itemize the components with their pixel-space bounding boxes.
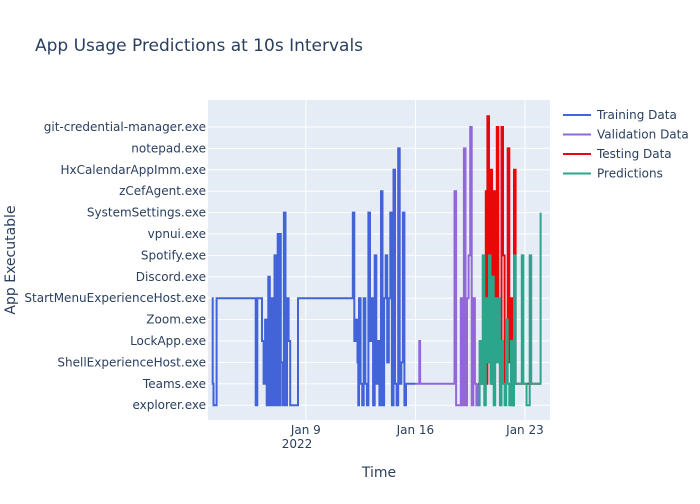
x-tick-label: Jan 9 (290, 423, 321, 437)
series-line-0 (211, 147, 416, 407)
legend-label: Testing Data (596, 147, 672, 161)
series-line-1 (415, 126, 479, 407)
y-tick-label: notepad.exe (131, 141, 206, 155)
y-tick-label: Spotify.exe (141, 248, 206, 262)
legend-item[interactable]: Validation Data (563, 128, 689, 142)
series-line-3 (478, 212, 542, 407)
y-tick-label: ShellExperienceHost.exe (57, 355, 206, 369)
legend-item[interactable]: Testing Data (563, 147, 672, 161)
x-tick-sublabel: 2022 (282, 437, 313, 451)
x-axis-ticks: Jan 9 Jan 16 Jan 23 (290, 423, 544, 437)
legend-label: Training Data (596, 108, 677, 122)
y-axis-label: App Executable (3, 205, 19, 314)
legend-item[interactable]: Training Data (563, 108, 677, 122)
x-axis-label: Time (361, 465, 396, 481)
y-tick-label: Teams.exe (142, 377, 206, 391)
y-tick-label: explorer.exe (132, 398, 206, 412)
series-layer (211, 115, 542, 407)
y-tick-label: StartMenuExperienceHost.exe (24, 291, 206, 305)
y-axis-ticks: explorer.exe Teams.exe ShellExperienceHost… (24, 120, 206, 412)
y-tick-label: LockApp.exe (130, 334, 206, 348)
y-tick-label: Discord.exe (136, 270, 206, 284)
y-tick-label: Zoom.exe (146, 313, 206, 327)
y-tick-label: vpnui.exe (148, 227, 206, 241)
x-tick-label: Jan 23 (505, 423, 544, 437)
y-tick-label: git-credential-manager.exe (44, 120, 206, 134)
chart-title: App Usage Predictions at 10s Intervals (35, 36, 363, 56)
legend-item[interactable]: Predictions (563, 167, 663, 181)
y-tick-label: zCefAgent.exe (119, 184, 206, 198)
x-tick-label: Jan 16 (396, 423, 435, 437)
legend-label: Predictions (597, 167, 663, 181)
y-tick-label: HxCalendarAppImm.exe (60, 163, 206, 177)
legend[interactable]: Training Data Validation Data Testing Data… (563, 108, 689, 181)
y-tick-label: SystemSettings.exe (87, 206, 206, 220)
legend-label: Validation Data (597, 128, 689, 142)
